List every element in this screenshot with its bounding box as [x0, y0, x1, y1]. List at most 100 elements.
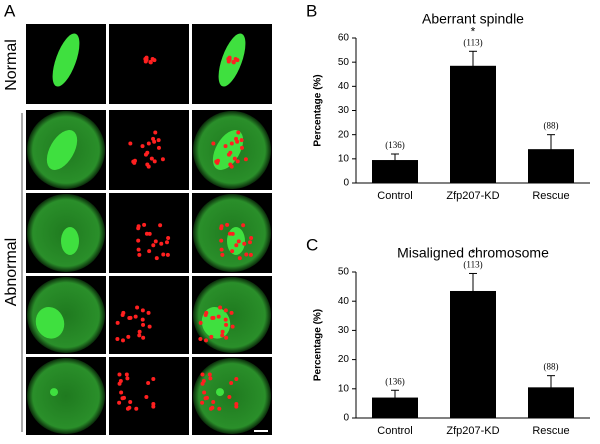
spindle [61, 227, 79, 255]
micrograph [109, 110, 189, 190]
chromosome [144, 231, 149, 236]
chromosome [215, 158, 220, 163]
y-tick-label: 10 [338, 383, 350, 394]
spindle [46, 130, 78, 170]
chromosome [160, 157, 165, 162]
micrograph [26, 276, 106, 354]
chromosome [140, 308, 145, 313]
panel-a: A Normal Abnormal TubulinDNAMerge [3, 1, 272, 435]
cell [27, 358, 105, 434]
chromosome [156, 138, 161, 143]
x-tick-label: Rescue [532, 425, 569, 437]
chromosome [232, 156, 237, 161]
chromosome [149, 156, 154, 161]
chromosome [235, 139, 240, 144]
chromosome [220, 329, 225, 334]
chromosome [236, 239, 241, 244]
micrograph [192, 110, 272, 190]
chromosome [208, 376, 213, 381]
y-tick-label: 0 [343, 178, 349, 189]
chromosome [219, 238, 224, 243]
chromosome [134, 406, 139, 411]
chromosome [117, 400, 122, 405]
chromosome [198, 320, 203, 325]
chromosome [235, 58, 240, 63]
chromosome [223, 317, 228, 322]
chromosome [249, 235, 254, 240]
chromosome [148, 60, 153, 65]
y-tick-label: 50 [338, 57, 350, 68]
chromosome [223, 308, 228, 313]
chromosome [124, 372, 129, 377]
chromosome [198, 336, 203, 341]
chromosome [121, 310, 126, 315]
chromosome [144, 57, 149, 62]
chromosome [161, 252, 166, 257]
error-bar [547, 134, 555, 165]
chromosome [243, 157, 248, 162]
image-bg [109, 357, 189, 435]
y-tick-label: 30 [338, 325, 350, 336]
bar [450, 290, 496, 418]
chromosome [211, 400, 216, 405]
chromosome [227, 57, 232, 62]
chromosome [231, 60, 236, 65]
chromosome [136, 238, 141, 243]
chromosome [224, 322, 229, 327]
x-tick-label: Zfp207-KD [446, 425, 499, 437]
sample-size: (88) [544, 121, 559, 131]
panel-label: A [4, 1, 16, 20]
image-bg [109, 24, 189, 104]
chromosome [217, 406, 222, 411]
y-tick-label: 10 [338, 153, 350, 164]
chromosome [158, 223, 163, 228]
chromosome [136, 247, 141, 252]
chromosome [136, 224, 141, 229]
chromosome [220, 252, 225, 257]
chromosome [121, 395, 126, 400]
chromosome [247, 240, 252, 245]
chromosome [234, 401, 239, 406]
chromosome [154, 256, 159, 261]
y-axis-label: Percentage (%) [313, 309, 324, 381]
chromosome [147, 249, 152, 254]
chromosome [140, 144, 145, 149]
micrograph [26, 110, 106, 190]
spindle [52, 33, 80, 87]
micrograph [26, 24, 106, 104]
chromosome [159, 241, 164, 246]
chromosome [137, 252, 142, 257]
chromosome [125, 376, 130, 381]
chromosome [128, 315, 133, 320]
chromosome [229, 381, 234, 386]
chromosome [204, 395, 209, 400]
micrograph [26, 357, 106, 435]
chromosome [115, 320, 120, 325]
error-bar [469, 50, 477, 81]
micrograph [109, 24, 189, 104]
chromosome [203, 338, 208, 343]
y-tick-label: 20 [338, 129, 350, 140]
chromosome [151, 377, 156, 382]
sample-size: (136) [385, 140, 405, 150]
chromosome [127, 405, 132, 410]
chart-title: Aberrant spindle [422, 11, 524, 27]
chromosome [118, 379, 123, 384]
chromosome [227, 395, 232, 400]
micrograph [26, 193, 106, 273]
sample-size: (113) [463, 260, 482, 270]
chromosome [137, 333, 142, 338]
chromosome [200, 372, 205, 377]
chromosome [204, 310, 209, 315]
chromosome [242, 241, 247, 246]
chromosome [210, 405, 215, 410]
bar [450, 65, 496, 183]
chromosome [227, 231, 232, 236]
chromosome [152, 58, 157, 63]
chromosome [225, 222, 230, 227]
chromosome [135, 305, 140, 310]
chromosome [248, 252, 253, 257]
row-label: Abnormal [3, 238, 20, 306]
chromosome [128, 400, 133, 405]
y-tick-label: 20 [338, 354, 350, 365]
